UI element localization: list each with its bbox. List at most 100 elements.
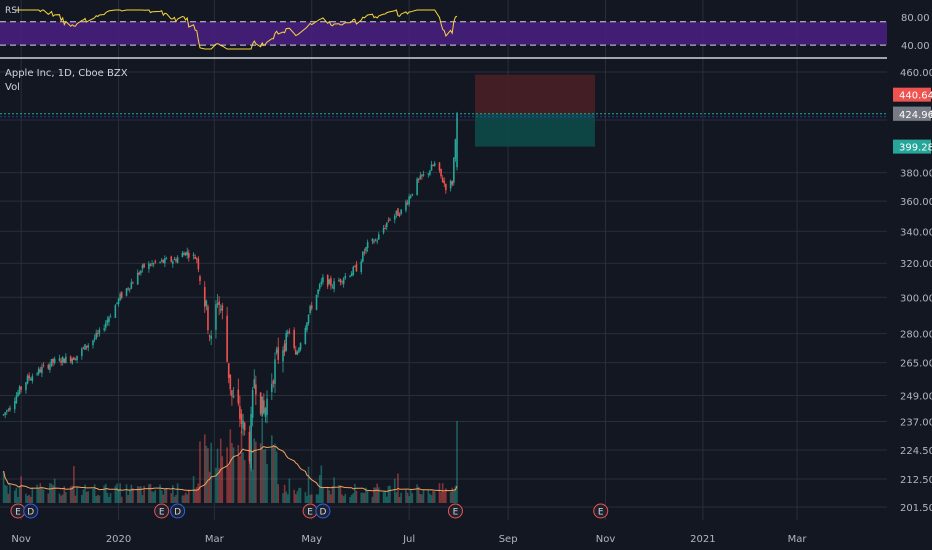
- volume-bar: [164, 488, 166, 503]
- volume-bar: [320, 465, 323, 503]
- candle-body: [306, 322, 308, 331]
- candle-body: [82, 347, 85, 349]
- candle-body: [395, 210, 398, 215]
- volume-bar: [384, 490, 386, 503]
- candle-body: [17, 392, 19, 397]
- volume-bar: [243, 460, 246, 503]
- volume-bar: [429, 493, 431, 503]
- volume-bar: [132, 488, 134, 503]
- candle-body: [322, 277, 324, 283]
- candle-body: [445, 183, 447, 191]
- volume-bar: [451, 487, 454, 503]
- candle-body: [148, 263, 150, 269]
- candle-body: [65, 356, 67, 363]
- candle-body: [26, 375, 29, 384]
- volume-bar: [4, 485, 6, 503]
- volume-bar: [449, 492, 452, 503]
- volume-bar: [294, 494, 297, 503]
- volume-bar: [255, 441, 257, 503]
- volume-bar: [231, 442, 233, 503]
- event-marker-label: E: [159, 508, 165, 518]
- price-axis-label: 380.00: [900, 169, 932, 180]
- volume-bar: [50, 483, 53, 503]
- volume-bar: [181, 495, 184, 503]
- volume-bar: [143, 485, 145, 503]
- chart-title[interactable]: Apple Inc, 1D, Cboe BZX: [5, 68, 128, 79]
- candle-body: [253, 379, 256, 388]
- candle-body: [73, 357, 75, 360]
- candle-body: [274, 359, 276, 384]
- candle-body: [259, 392, 262, 414]
- price-tag-label: 399.28: [899, 143, 932, 154]
- candle-body: [215, 304, 217, 330]
- volume-bar: [141, 495, 144, 503]
- volume-bar: [283, 484, 286, 503]
- candle-body: [294, 350, 297, 355]
- candle-body: [409, 195, 412, 198]
- candle-body: [60, 360, 62, 363]
- candle-body: [255, 384, 257, 395]
- volume-bar: [398, 496, 401, 503]
- volume-bar: [405, 489, 407, 503]
- volume-bar: [116, 483, 118, 503]
- candle-body: [221, 305, 224, 311]
- volume-bar: [365, 487, 367, 503]
- price-axis-label: 237.00: [900, 417, 932, 428]
- volume-bar: [331, 486, 334, 503]
- volume-bar: [65, 492, 67, 503]
- time-axis-label: Mar: [205, 534, 225, 545]
- volume-bar: [299, 487, 302, 503]
- volume-bar: [192, 476, 195, 503]
- time-axis-label: Jul: [402, 534, 415, 545]
- candle-body: [29, 378, 32, 381]
- candle-body: [152, 263, 155, 265]
- volume-bar: [259, 443, 262, 503]
- volume-bar: [52, 485, 54, 503]
- rsi-axis-label: 40.00: [901, 41, 930, 52]
- candle-body: [352, 266, 355, 275]
- candle-body: [25, 382, 27, 391]
- volume-bar: [119, 483, 121, 503]
- volume-bar: [374, 487, 377, 503]
- volume-label[interactable]: Vol: [5, 82, 20, 93]
- candle-body: [330, 278, 332, 286]
- candle-body: [47, 364, 50, 369]
- candle-body: [218, 301, 220, 305]
- volume-bar: [151, 491, 153, 503]
- volume-bar: [389, 485, 391, 503]
- event-marker-label: E: [598, 508, 604, 518]
- candle-body: [422, 174, 425, 176]
- candle-body: [432, 165, 434, 167]
- candle-body: [315, 294, 318, 310]
- candle-body: [350, 273, 353, 277]
- candle-body: [384, 227, 386, 229]
- volume-bar: [152, 491, 155, 503]
- volume-bar: [395, 492, 398, 503]
- volume-bar: [251, 469, 254, 503]
- candle-body: [430, 164, 433, 171]
- rsi-axis-label: 80.00: [901, 13, 930, 24]
- volume-bar: [170, 493, 173, 503]
- volume-bar: [433, 491, 436, 503]
- volume-bar: [29, 496, 32, 503]
- candle-body: [41, 366, 43, 374]
- candle-body: [408, 196, 410, 205]
- candle-body: [400, 209, 402, 215]
- volume-bar: [188, 489, 190, 503]
- candle-body: [159, 261, 161, 263]
- event-marker-label: D: [319, 508, 326, 518]
- candle-body: [339, 279, 342, 283]
- candle-body: [344, 275, 347, 279]
- volume-bar: [69, 486, 72, 503]
- volume-bar: [128, 489, 131, 503]
- volume-bar: [205, 445, 208, 503]
- volume-bar: [408, 496, 410, 503]
- volume-bar: [377, 487, 380, 503]
- volume-bar: [37, 487, 40, 503]
- volume-bar: [309, 494, 311, 503]
- volume-bar: [454, 485, 457, 503]
- volume-bar: [250, 452, 252, 503]
- candle-body: [176, 257, 179, 263]
- candle-body: [393, 215, 396, 220]
